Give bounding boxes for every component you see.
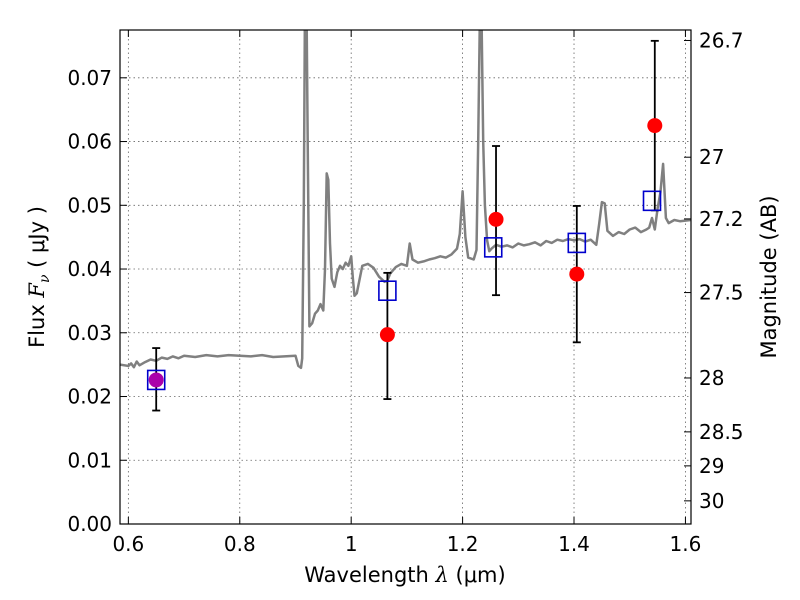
observed-point [647,118,663,134]
y-tick-label: 0.01 [67,448,112,472]
spectrum-line [120,30,691,370]
model-layer [146,190,662,391]
observed-point [379,327,395,343]
y-tick-label: 0.03 [67,321,112,345]
x-tick-label: 1 [345,532,358,556]
y-axis-label: Flux Fν ( μJy ) [25,206,53,348]
y2-tick-label: 27.2 [699,207,744,231]
y2-axis-label: Magnitude (AB) [757,195,781,358]
y2-tick-label: 28 [699,366,724,390]
model-point [146,369,166,391]
y2-tick-label: 28.5 [699,420,744,444]
y2-axis: 26.7 27 27.2 27.5 28 28.5 29 30 [684,28,744,513]
x-tick-label: 0.8 [224,532,256,556]
model-point [378,280,397,302]
y-axis: 0.00 0.01 0.02 0.03 0.04 0.05 0.06 0.07 [67,66,127,536]
y2-tick-label: 27 [699,145,724,169]
model-point [567,232,587,254]
y-tick-label: 0.02 [67,385,112,409]
x-tick-label: 1.6 [670,532,702,556]
grid [120,30,691,524]
y2-tick-label: 29 [699,454,724,478]
observed-point [488,211,504,227]
model-point [483,237,503,258]
spectrum-layer [120,30,691,370]
plot-frame [119,29,692,525]
x-tick-label: 1.4 [558,532,590,556]
observed-point [569,266,585,282]
y-tick-label: 0.07 [67,66,112,90]
observed-layer [148,118,663,388]
plot-background [120,30,691,524]
y-tick-label: 0.05 [67,193,112,217]
model-point [642,190,662,212]
x-axis-label: Wavelength λ (μm) [304,563,505,587]
y2-tick-label: 27.5 [699,281,744,305]
x-tick-label: 1.2 [447,532,479,556]
x-tick-label: 0.6 [112,532,144,556]
y-tick-label: 0.06 [67,130,112,154]
y-tick-label: 0.04 [67,257,112,281]
y-tick-label: 0.00 [67,512,112,536]
observed-point [148,372,164,388]
y2-tick-label: 26.7 [699,28,744,52]
y2-tick-label: 30 [699,489,724,513]
x-axis: 0.6 0.8 1 1.2 1.4 1.6 [112,30,701,556]
